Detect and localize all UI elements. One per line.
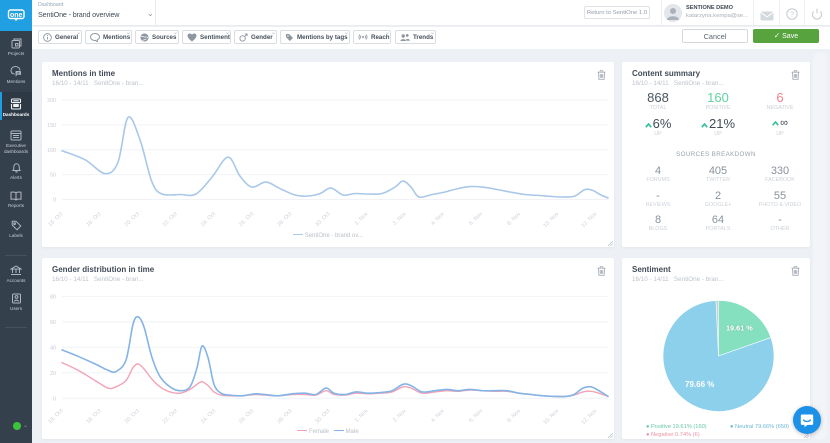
svg-text:26. Oct: 26. Oct <box>238 408 255 425</box>
svg-text:10. Nov: 10. Nov <box>542 408 560 426</box>
svg-text:60: 60 <box>50 320 56 326</box>
svg-text:200: 200 <box>47 98 56 104</box>
svg-text:@: @ <box>16 71 20 75</box>
svg-text:150: 150 <box>47 123 56 129</box>
svg-text:16. Oct: 16. Oct <box>47 211 64 228</box>
svg-text:16. Oct: 16. Oct <box>47 408 64 425</box>
svg-text:4. Nov: 4. Nov <box>430 211 446 227</box>
svg-text:0: 0 <box>53 198 56 204</box>
svg-text:30. Oct: 30. Oct <box>314 408 331 425</box>
svg-text:40: 40 <box>50 345 56 351</box>
svg-text:50: 50 <box>50 173 56 179</box>
svg-text:26. Oct: 26. Oct <box>238 211 255 228</box>
svg-text:28. Oct: 28. Oct <box>276 408 293 425</box>
svg-text:6. Nov: 6. Nov <box>468 408 484 424</box>
svg-text:80: 80 <box>50 294 56 300</box>
svg-text:18. Oct: 18. Oct <box>86 408 103 425</box>
svg-text:6. Nov: 6. Nov <box>468 211 484 227</box>
svg-text:20: 20 <box>50 371 56 377</box>
svg-text:12. Nov: 12. Nov <box>581 408 599 426</box>
svg-text:2. Nov: 2. Nov <box>392 211 408 227</box>
svg-text:8. Nov: 8. Nov <box>506 211 522 227</box>
svg-text:28. Oct: 28. Oct <box>276 211 293 228</box>
svg-text:2. Nov: 2. Nov <box>392 408 408 424</box>
svg-text:4. Nov: 4. Nov <box>430 408 446 424</box>
svg-text:one: one <box>10 12 23 19</box>
svg-text:20. Oct: 20. Oct <box>124 408 141 425</box>
svg-text:0: 0 <box>53 396 56 402</box>
svg-text:18. Oct: 18. Oct <box>86 211 103 228</box>
svg-text:22. Oct: 22. Oct <box>162 408 179 425</box>
svg-text:12. Nov: 12. Nov <box>581 211 599 229</box>
svg-text:8. Nov: 8. Nov <box>506 408 522 424</box>
svg-text:?: ? <box>790 10 794 19</box>
svg-text:10. Nov: 10. Nov <box>542 211 560 229</box>
svg-text:100: 100 <box>47 148 56 154</box>
svg-text:22. Oct: 22. Oct <box>162 211 179 228</box>
svg-text:1. Nov: 1. Nov <box>354 408 370 424</box>
svg-text:20. Oct: 20. Oct <box>124 211 141 228</box>
svg-text:30. Oct: 30. Oct <box>314 211 331 228</box>
svg-text:1. Nov: 1. Nov <box>354 211 370 227</box>
svg-text:79.66 %: 79.66 % <box>685 380 714 389</box>
svg-text:24. Oct: 24. Oct <box>200 408 217 425</box>
svg-text:24. Oct: 24. Oct <box>200 211 217 228</box>
svg-text:19.61 %: 19.61 % <box>726 324 753 333</box>
